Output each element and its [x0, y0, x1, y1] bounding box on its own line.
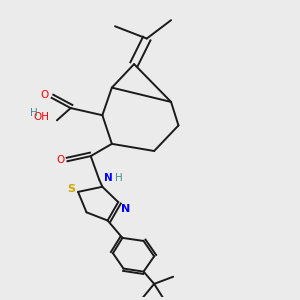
Text: H: H: [30, 108, 38, 118]
Text: OH: OH: [34, 112, 50, 122]
Text: O: O: [56, 155, 64, 165]
Text: N: N: [103, 173, 112, 183]
Text: N: N: [121, 204, 130, 214]
Text: H: H: [116, 173, 123, 183]
Text: O: O: [40, 90, 49, 100]
Text: S: S: [68, 184, 76, 194]
